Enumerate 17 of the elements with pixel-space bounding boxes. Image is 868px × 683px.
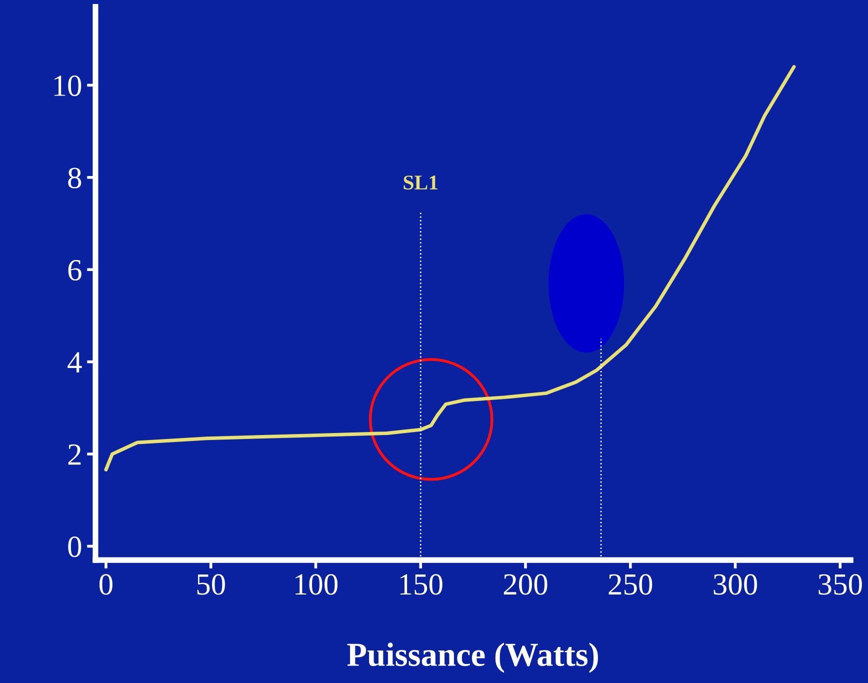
y-tick-label: 0 (68, 536, 82, 558)
x-tick-label: 100 (296, 574, 338, 595)
y-tick-label: 10 (54, 75, 82, 96)
x-tick-label: 350 (818, 574, 862, 595)
x-tick-label: 50 (197, 574, 225, 595)
y-tick-label: 2 (68, 444, 81, 465)
x-tick-label: 0 (99, 574, 112, 595)
ref-line-label: SL1 (404, 176, 438, 190)
y-tick-label: 8 (68, 168, 82, 188)
y-tick-label: 4 (68, 352, 82, 372)
line-series (104, 65, 796, 472)
x-tick-label: 250 (608, 574, 652, 595)
x-tick-label: 300 (714, 574, 758, 595)
x-axis-title: Puissance (Watts) (347, 642, 598, 673)
y-tick-label: 6 (68, 260, 82, 281)
x-tick-label: 150 (400, 574, 442, 595)
x-tick-label: 200 (504, 574, 548, 595)
